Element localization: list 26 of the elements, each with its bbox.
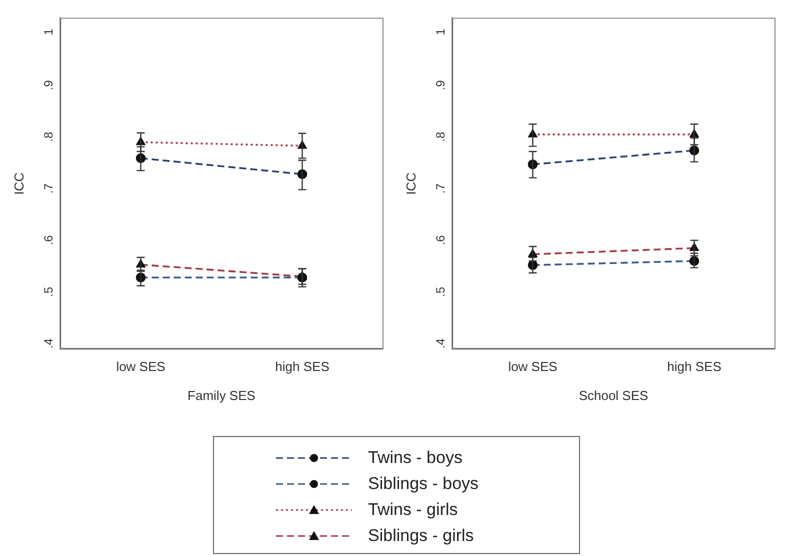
y-tick-label: 1 [41, 28, 56, 36]
legend-label: Twins - girls [368, 500, 458, 520]
y-tick-label: .7 [41, 183, 56, 194]
legend-label: Twins - boys [368, 448, 462, 468]
y-tick-label: .7 [433, 183, 448, 194]
y-tick-label: .8 [433, 132, 448, 142]
y-tick-label: 1 [433, 28, 448, 36]
x-axis-title: Family SES [188, 388, 256, 403]
y-tick-label: .9 [433, 80, 448, 90]
y-tick-label: .4 [41, 338, 56, 348]
y-tick-label: .4 [433, 338, 448, 348]
x-axis-title: School SES [578, 388, 649, 403]
x-tick-label: high SES [667, 359, 722, 374]
legend-label: Siblings - boys [368, 474, 479, 494]
y-axis-title: ICC [11, 172, 26, 195]
y-tick-label: .6 [41, 234, 56, 246]
y-axis-title: ICC [403, 172, 418, 195]
y-tick-label: .8 [41, 132, 56, 142]
legend-label: Siblings - girls [368, 526, 474, 546]
y-tick-label: .9 [41, 80, 56, 90]
y-tick-label: .5 [433, 286, 448, 297]
y-tick-label: .5 [41, 286, 56, 297]
x-tick-label: low SES [116, 359, 166, 374]
y-tick-label: .6 [433, 234, 448, 246]
x-tick-label: high SES [275, 359, 330, 374]
x-tick-label: low SES [508, 359, 558, 374]
